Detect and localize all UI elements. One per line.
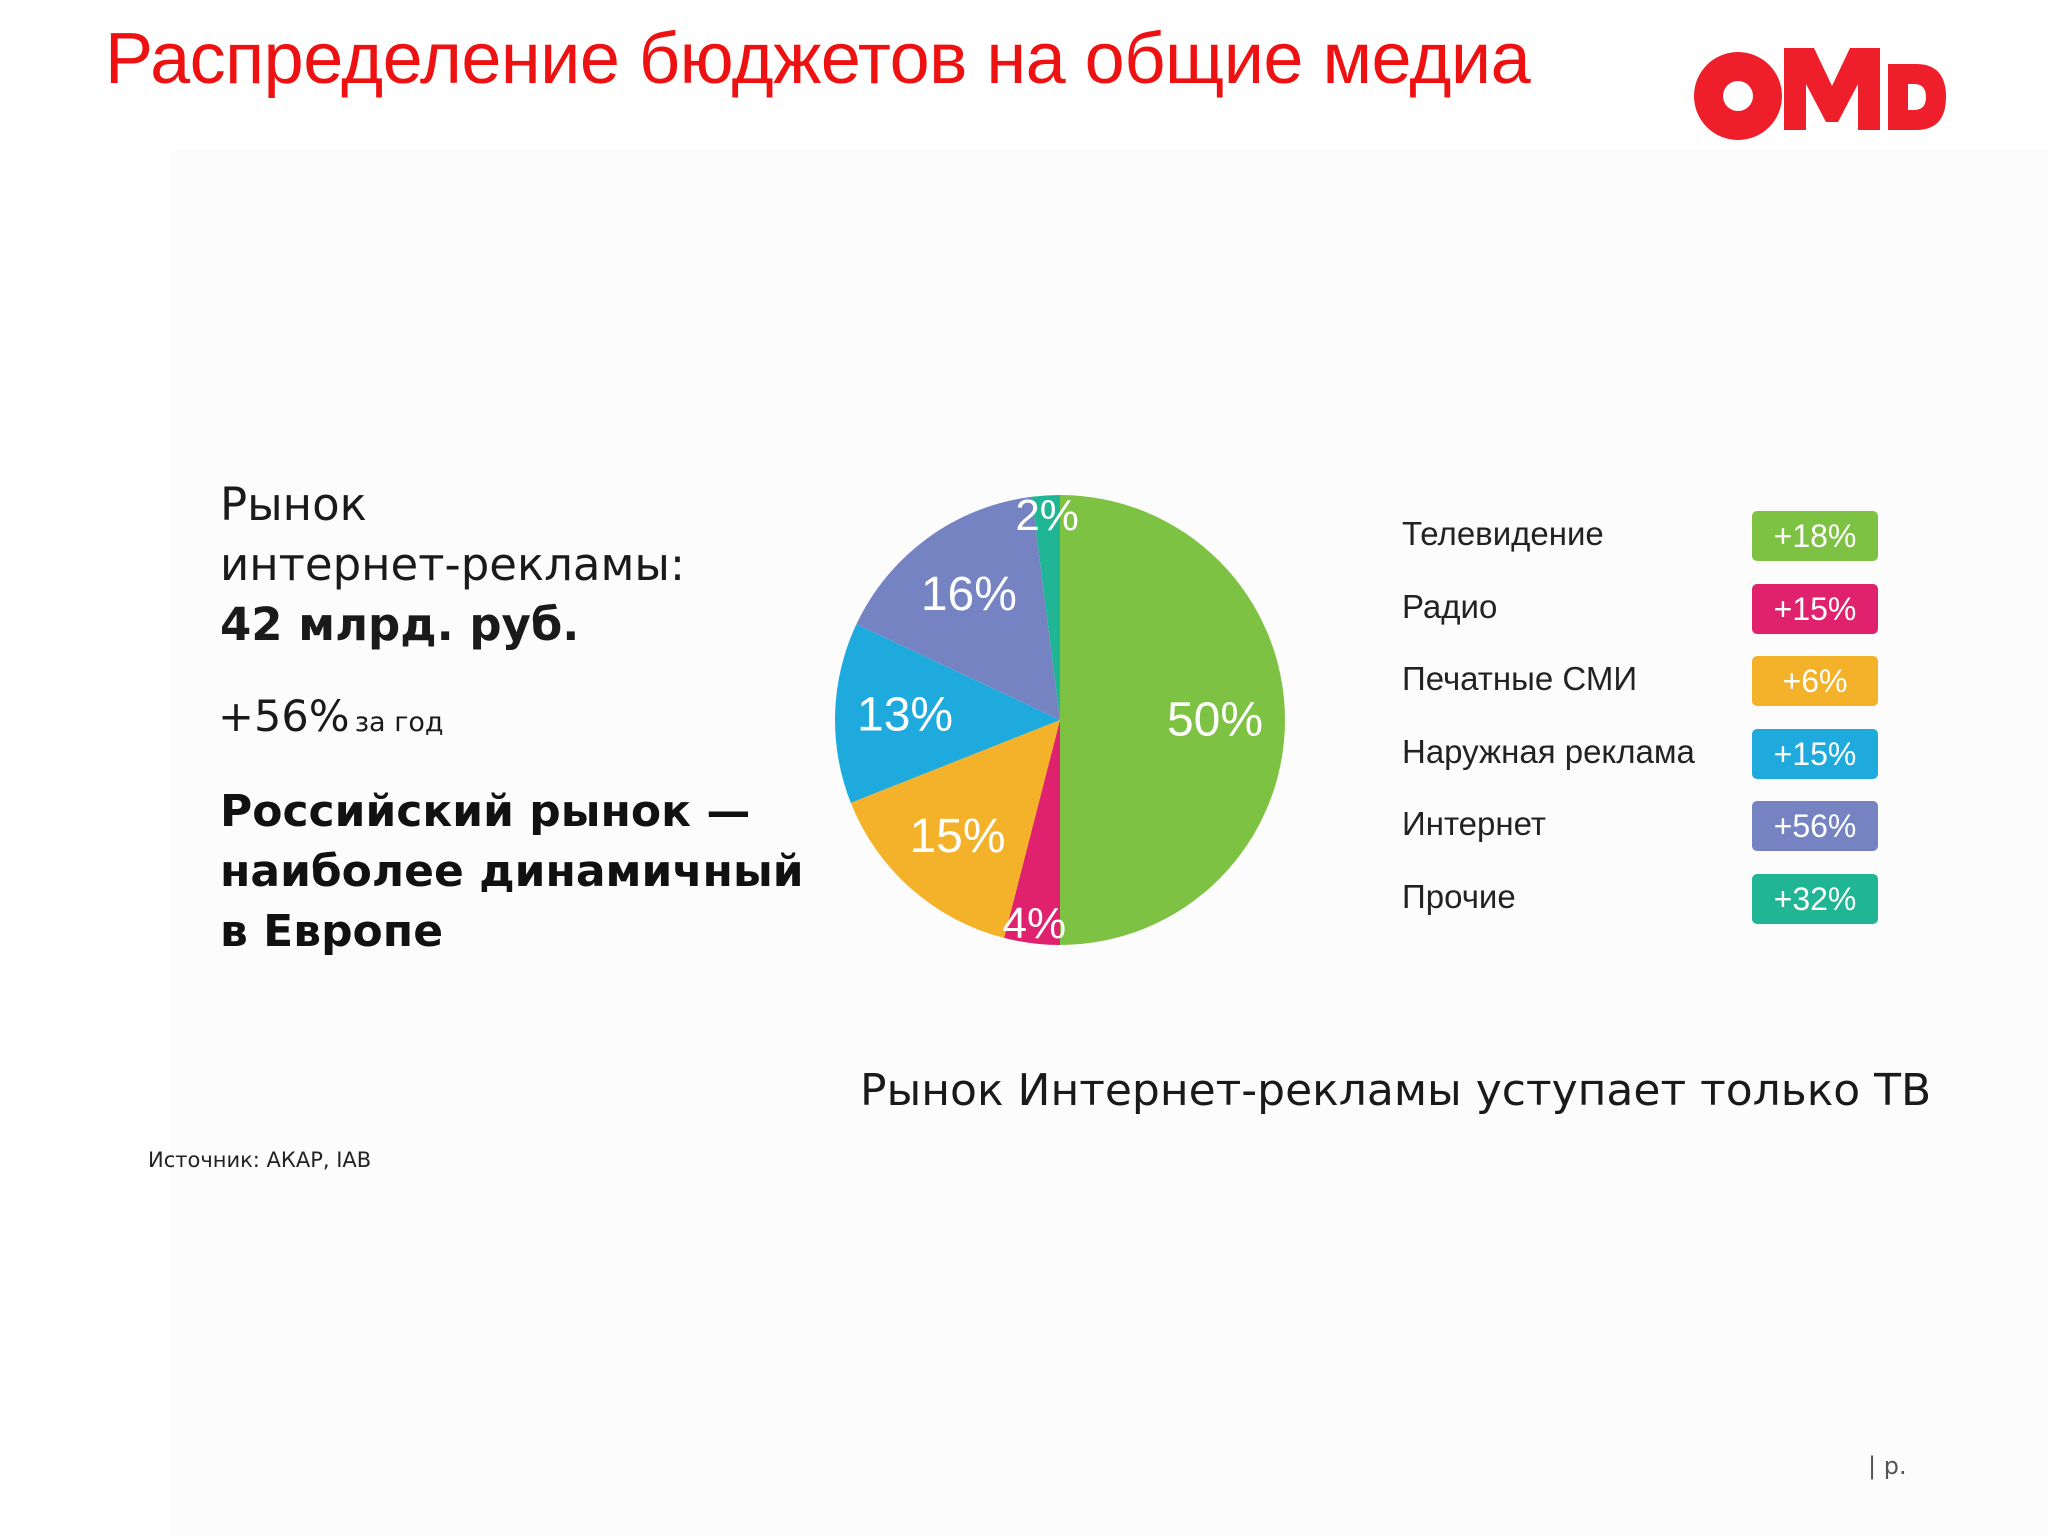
pie-slice-5	[1031, 495, 1060, 720]
omd-logo	[1694, 48, 1946, 140]
market-size: 42 млрд. руб.	[220, 598, 580, 651]
source-note: Источник: АКАР, IAB	[148, 1148, 372, 1172]
legend-growth-badge-5: +32%	[1752, 873, 1878, 924]
legend-growth-badge-3: +15%	[1752, 728, 1878, 779]
legend-label-2: Печатные СМИ	[1402, 660, 1638, 697]
pie-slice-2	[850, 720, 1060, 938]
page-marker: | р.	[1868, 1452, 1907, 1480]
legend-label-4: Интернет	[1402, 805, 1546, 842]
legend-growth-badge-4: +56%	[1752, 801, 1878, 851]
claim-line-3: в Европе	[220, 906, 444, 957]
pie-label-0: 50%	[1167, 694, 1263, 747]
pie-slice-4	[856, 496, 1060, 720]
legend-label-0: Телевидение	[1402, 515, 1604, 552]
legend-label-5: Прочие	[1402, 877, 1516, 915]
market-heading-line2: интернет-рекламы:	[220, 538, 686, 591]
claim-line-1: Российский рынок —	[220, 786, 751, 837]
legend-label-1: Радио	[1402, 587, 1498, 625]
slide-title: Распределение бюджетов на общие медиа	[105, 19, 1531, 99]
pie-slice-1	[1004, 720, 1060, 945]
growth-line: +56% за год	[218, 692, 444, 742]
pie-label-3: 13%	[857, 689, 953, 742]
growth-value: +56%	[218, 692, 350, 742]
legend-growth-badge-1: +15%	[1752, 583, 1878, 634]
legend-label-3: Наружная реклама	[1402, 732, 1695, 770]
summary-text: Рынок Интернет-рекламы уступает только Т…	[860, 1065, 1932, 1116]
legend-growth-badge-2: +6%	[1752, 656, 1878, 706]
pie-label-4: 16%	[921, 568, 1017, 621]
market-claim: Российский рынок — наиболее динамичный в…	[220, 782, 840, 962]
pie-label-5: 2%	[1015, 491, 1079, 540]
claim-line-2: наиболее динамичный	[220, 846, 804, 897]
pie-label-1: 4%	[1003, 899, 1067, 948]
market-heading-line1: Рынок	[220, 478, 367, 531]
legend-growth-badge-0: +18%	[1752, 511, 1878, 561]
pie-slice-3	[835, 624, 1060, 803]
pie-chart: 50% 4% 15% 13% 16% 2%	[835, 491, 1285, 948]
pie-label-2: 15%	[909, 810, 1005, 863]
growth-period: за год	[354, 707, 444, 738]
pie-slice-0	[1060, 495, 1285, 945]
